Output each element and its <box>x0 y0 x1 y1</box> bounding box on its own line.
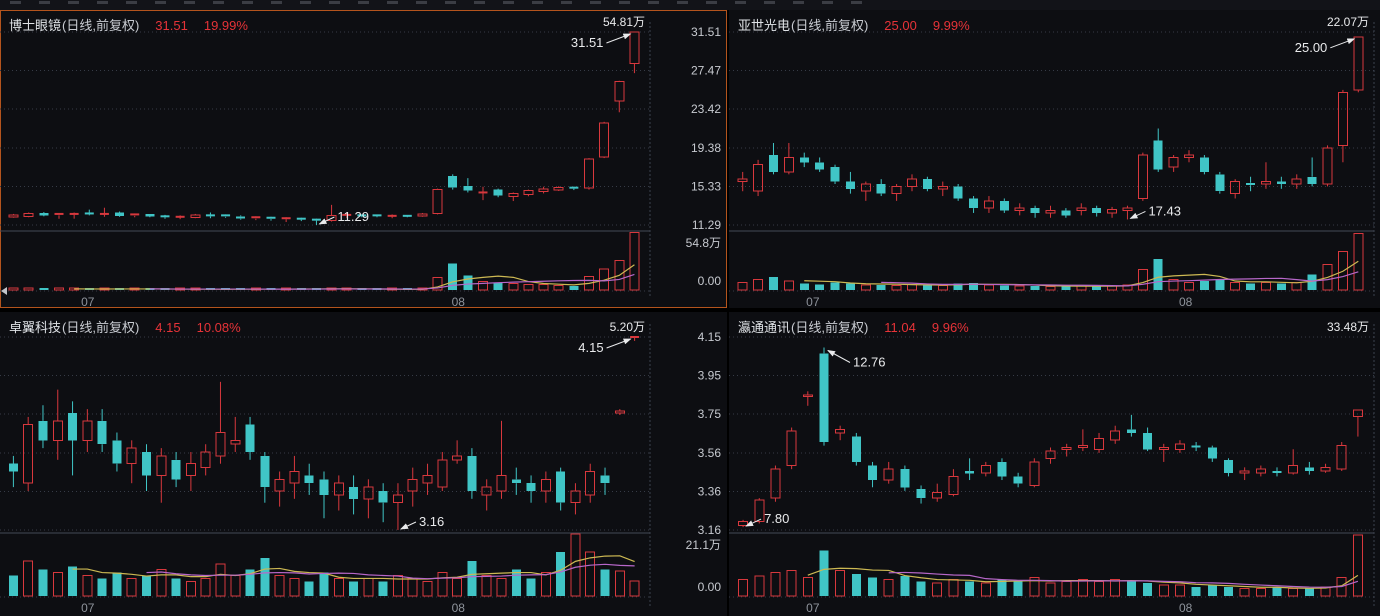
svg-text:27.47: 27.47 <box>691 64 721 78</box>
svg-text:08: 08 <box>452 601 466 615</box>
svg-text:17.43: 17.43 <box>1148 203 1181 218</box>
svg-text:3.16: 3.16 <box>419 514 444 529</box>
change-percent: 19.99% <box>203 18 248 33</box>
candlestick-chart[interactable]: 07 08 33.48万 12.76 7.80 <box>729 312 1380 616</box>
horizontal-divider <box>0 308 1380 312</box>
candlestick-chart[interactable]: 4.15 3.95 3.75 3.56 3.36 3.16 07 08 21.1万 0.00 5.2… <box>0 312 727 616</box>
scroll-left-arrow-icon[interactable] <box>1 287 7 295</box>
last-price: 11.04 <box>884 320 916 335</box>
stock-name: 卓翼科技 <box>9 320 62 335</box>
chart-panel-bottom-left[interactable]: 卓翼科技 (日线,前复权) 4.15 10.08% 4.15 3.95 3.75 3.… <box>0 312 727 616</box>
panel-header: 卓翼科技 (日线,前复权) 4.15 10.08% <box>9 317 241 336</box>
svg-text:3.36: 3.36 <box>698 484 722 498</box>
panel-grid: 博士眼镜 (日线,前复权) 31.51 19.99% 31.51 27.47 23.… <box>0 10 1380 616</box>
candlestick-chart[interactable]: 07 08 22.07万 25.00 17.43 <box>729 10 1380 308</box>
chart-period: (日线,前复权) <box>791 320 869 335</box>
svg-text:54.81万: 54.81万 <box>603 15 645 29</box>
svg-text:08: 08 <box>1179 295 1193 308</box>
change-percent: 9.96% <box>931 320 969 335</box>
panel-header: 瀛通通讯 (日线,前复权) 11.04 9.96% <box>738 317 969 336</box>
chart-period: (日线,前复权) <box>791 18 869 33</box>
clipped-toolbar <box>0 0 1380 10</box>
stock-name: 亚世光电 <box>738 18 791 33</box>
svg-text:7.80: 7.80 <box>764 511 789 526</box>
svg-text:07: 07 <box>806 601 820 615</box>
svg-text:0.00: 0.00 <box>698 580 722 594</box>
chart-period: (日线,前复权) <box>62 320 140 335</box>
svg-text:21.1万: 21.1万 <box>686 538 721 552</box>
vertical-divider <box>727 312 729 616</box>
last-price: 25.00 <box>884 18 917 33</box>
last-price: 4.15 <box>155 320 181 335</box>
change-percent: 10.08% <box>196 320 241 335</box>
svg-text:54.8万: 54.8万 <box>686 236 721 250</box>
svg-text:4.15: 4.15 <box>698 330 722 344</box>
stock-name: 博士眼镜 <box>9 18 62 33</box>
svg-text:5.20万: 5.20万 <box>610 320 645 334</box>
chart-panel-top-right[interactable]: 亚世光电 (日线,前复权) 25.00 9.99% 07 08 22.07万 25.0… <box>729 10 1380 308</box>
chart-period: (日线,前复权) <box>62 18 140 33</box>
svg-text:4.15: 4.15 <box>578 340 603 355</box>
svg-text:3.16: 3.16 <box>698 523 722 537</box>
stock-name: 瀛通通讯 <box>738 320 791 335</box>
vertical-divider <box>727 10 729 308</box>
svg-text:31.51: 31.51 <box>571 35 604 50</box>
svg-text:0.00: 0.00 <box>698 274 722 288</box>
svg-text:15.33: 15.33 <box>691 179 721 193</box>
svg-text:19.38: 19.38 <box>691 141 721 155</box>
svg-text:22.07万: 22.07万 <box>1327 15 1369 29</box>
svg-text:25.00: 25.00 <box>1295 40 1328 55</box>
svg-text:11.29: 11.29 <box>337 209 369 224</box>
svg-text:08: 08 <box>452 295 466 308</box>
svg-text:31.51: 31.51 <box>691 25 721 39</box>
panel-header: 亚世光电 (日线,前复权) 25.00 9.99% <box>738 15 970 34</box>
change-percent: 9.99% <box>932 18 970 33</box>
svg-text:3.56: 3.56 <box>698 446 722 460</box>
chart-panel-top-left[interactable]: 博士眼镜 (日线,前复权) 31.51 19.99% 31.51 27.47 23.… <box>0 10 727 308</box>
svg-text:23.42: 23.42 <box>691 102 721 116</box>
svg-text:3.95: 3.95 <box>698 369 722 383</box>
svg-text:07: 07 <box>81 295 95 308</box>
svg-text:07: 07 <box>806 295 820 308</box>
svg-text:3.75: 3.75 <box>698 407 722 421</box>
panel-header: 博士眼镜 (日线,前复权) 31.51 19.99% <box>9 15 248 34</box>
svg-text:33.48万: 33.48万 <box>1327 320 1369 334</box>
last-price: 31.51 <box>155 18 188 33</box>
svg-text:08: 08 <box>1179 601 1193 615</box>
svg-text:12.76: 12.76 <box>853 355 886 370</box>
svg-text:11.29: 11.29 <box>692 218 721 232</box>
chart-panel-bottom-right[interactable]: 瀛通通讯 (日线,前复权) 11.04 9.96% 07 08 33.48万 12.7… <box>729 312 1380 616</box>
candlestick-chart[interactable]: 31.51 27.47 23.42 19.38 15.33 11.29 07 08 54.8万 0… <box>0 10 727 308</box>
svg-text:07: 07 <box>81 601 95 615</box>
